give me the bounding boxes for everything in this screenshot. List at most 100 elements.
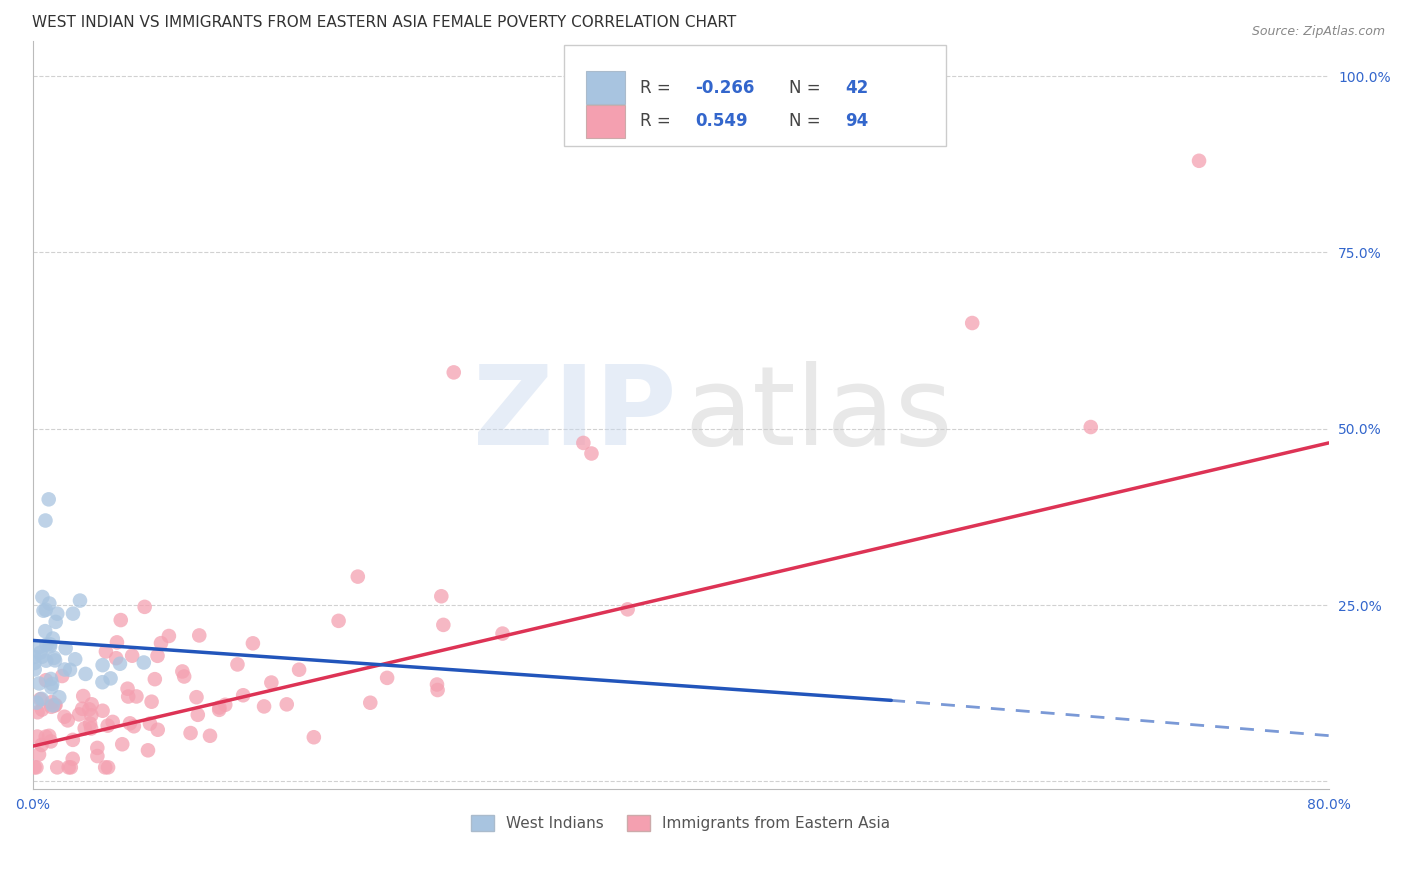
Point <box>28 640 51 654</box>
Point <box>34 624 56 639</box>
Point <box>302 731 325 745</box>
Point <box>46 760 69 774</box>
Point <box>35 730 58 744</box>
Point <box>118 716 141 731</box>
Point <box>41 681 63 695</box>
Point <box>101 714 124 729</box>
Point <box>28 676 51 690</box>
Point <box>45 615 67 629</box>
Point <box>1080 420 1102 434</box>
Point <box>46 607 69 621</box>
Point <box>91 675 114 690</box>
Point <box>91 704 114 718</box>
Point <box>91 658 114 673</box>
Point <box>31 702 53 716</box>
Point <box>136 743 159 757</box>
Point <box>105 651 128 665</box>
Point <box>186 690 208 705</box>
Point <box>110 613 132 627</box>
Point <box>75 667 97 681</box>
Point <box>55 641 77 656</box>
Point <box>134 599 156 614</box>
Point <box>1188 153 1211 168</box>
Point <box>180 726 202 740</box>
Point <box>108 657 131 671</box>
Point <box>25 696 48 710</box>
Point <box>79 716 101 731</box>
Point <box>25 760 48 774</box>
Point <box>59 760 82 774</box>
Point <box>44 698 66 713</box>
Point <box>125 690 148 704</box>
Point <box>35 673 58 688</box>
Point <box>34 514 56 528</box>
Text: -0.266: -0.266 <box>695 78 754 96</box>
Point <box>56 714 79 728</box>
Point <box>616 602 638 616</box>
Point <box>572 436 595 450</box>
Point <box>187 707 209 722</box>
Point <box>62 607 84 621</box>
Point <box>276 698 298 712</box>
Point <box>35 638 58 652</box>
Point <box>51 669 73 683</box>
Point <box>41 677 63 691</box>
Text: N =: N = <box>789 78 827 96</box>
Point <box>48 690 70 705</box>
Point <box>94 760 117 774</box>
Point <box>328 614 350 628</box>
Point <box>426 683 449 698</box>
Point <box>63 652 86 666</box>
Point <box>59 663 82 677</box>
Point <box>22 649 45 664</box>
Text: ZIP: ZIP <box>474 361 676 468</box>
Point <box>146 648 169 663</box>
Point <box>150 636 173 650</box>
Point <box>232 688 254 702</box>
Point <box>38 597 60 611</box>
Point <box>39 672 62 686</box>
Point <box>121 648 143 663</box>
Point <box>62 732 84 747</box>
Point <box>97 718 120 732</box>
Point <box>45 698 67 712</box>
Text: atlas: atlas <box>685 361 953 468</box>
Point <box>198 729 221 743</box>
Point <box>31 738 53 752</box>
Text: R =: R = <box>640 78 676 96</box>
Point <box>39 637 62 651</box>
Point <box>73 721 96 735</box>
Point <box>188 628 211 642</box>
Text: 94: 94 <box>845 112 869 130</box>
Point <box>53 663 76 677</box>
Point <box>172 665 194 679</box>
Point <box>35 654 58 668</box>
Point <box>39 734 62 748</box>
Point <box>44 653 66 667</box>
Point <box>86 749 108 764</box>
Point <box>53 710 76 724</box>
Point <box>139 716 162 731</box>
Point <box>491 626 513 640</box>
Point <box>426 677 449 691</box>
Point <box>960 316 983 330</box>
Point <box>27 706 49 720</box>
Point <box>86 740 108 755</box>
Point <box>31 590 53 604</box>
Point <box>24 656 46 670</box>
Point <box>111 737 134 751</box>
Point <box>260 675 283 690</box>
Point <box>31 691 53 706</box>
Point <box>77 702 100 716</box>
Point <box>41 698 63 713</box>
Point <box>581 446 603 460</box>
Bar <box>586 71 624 104</box>
Point <box>375 671 398 685</box>
Point <box>24 663 46 677</box>
Point <box>242 636 264 650</box>
Point <box>42 650 65 665</box>
Point <box>58 760 80 774</box>
Point <box>132 656 155 670</box>
Text: WEST INDIAN VS IMMIGRANTS FROM EASTERN ASIA FEMALE POVERTY CORRELATION CHART: WEST INDIAN VS IMMIGRANTS FROM EASTERN A… <box>32 15 737 30</box>
Point <box>38 492 60 507</box>
